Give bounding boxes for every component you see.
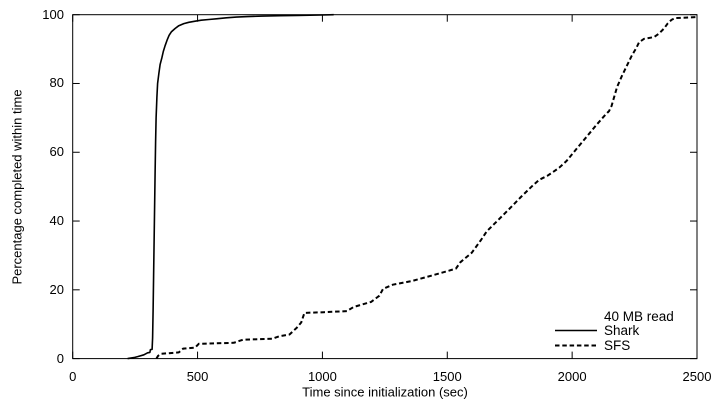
x-tick-label: 2500	[682, 369, 712, 384]
x-tick-label: 0	[69, 369, 77, 384]
x-axis-label: Time since initialization (sec)	[302, 384, 468, 400]
y-tick-label: 100	[42, 6, 64, 22]
y-tick-label: 60	[49, 144, 64, 160]
y-axis-label: Percentage completed within time	[9, 89, 25, 285]
shark-series-line	[127, 13, 334, 360]
y-tick-label: 40	[49, 213, 64, 229]
y-tick-label: 0	[56, 350, 64, 366]
plot-border	[72, 14, 698, 360]
x-tick-label: 1000	[307, 369, 337, 384]
y-tick-label: 20	[49, 281, 64, 297]
x-tick-label: 2000	[557, 369, 587, 384]
x-tick-label: 500	[186, 369, 209, 384]
sfs-series-line	[155, 16, 698, 360]
y-tick-label: 80	[49, 75, 64, 91]
x-tick-label: 1500	[432, 369, 462, 384]
